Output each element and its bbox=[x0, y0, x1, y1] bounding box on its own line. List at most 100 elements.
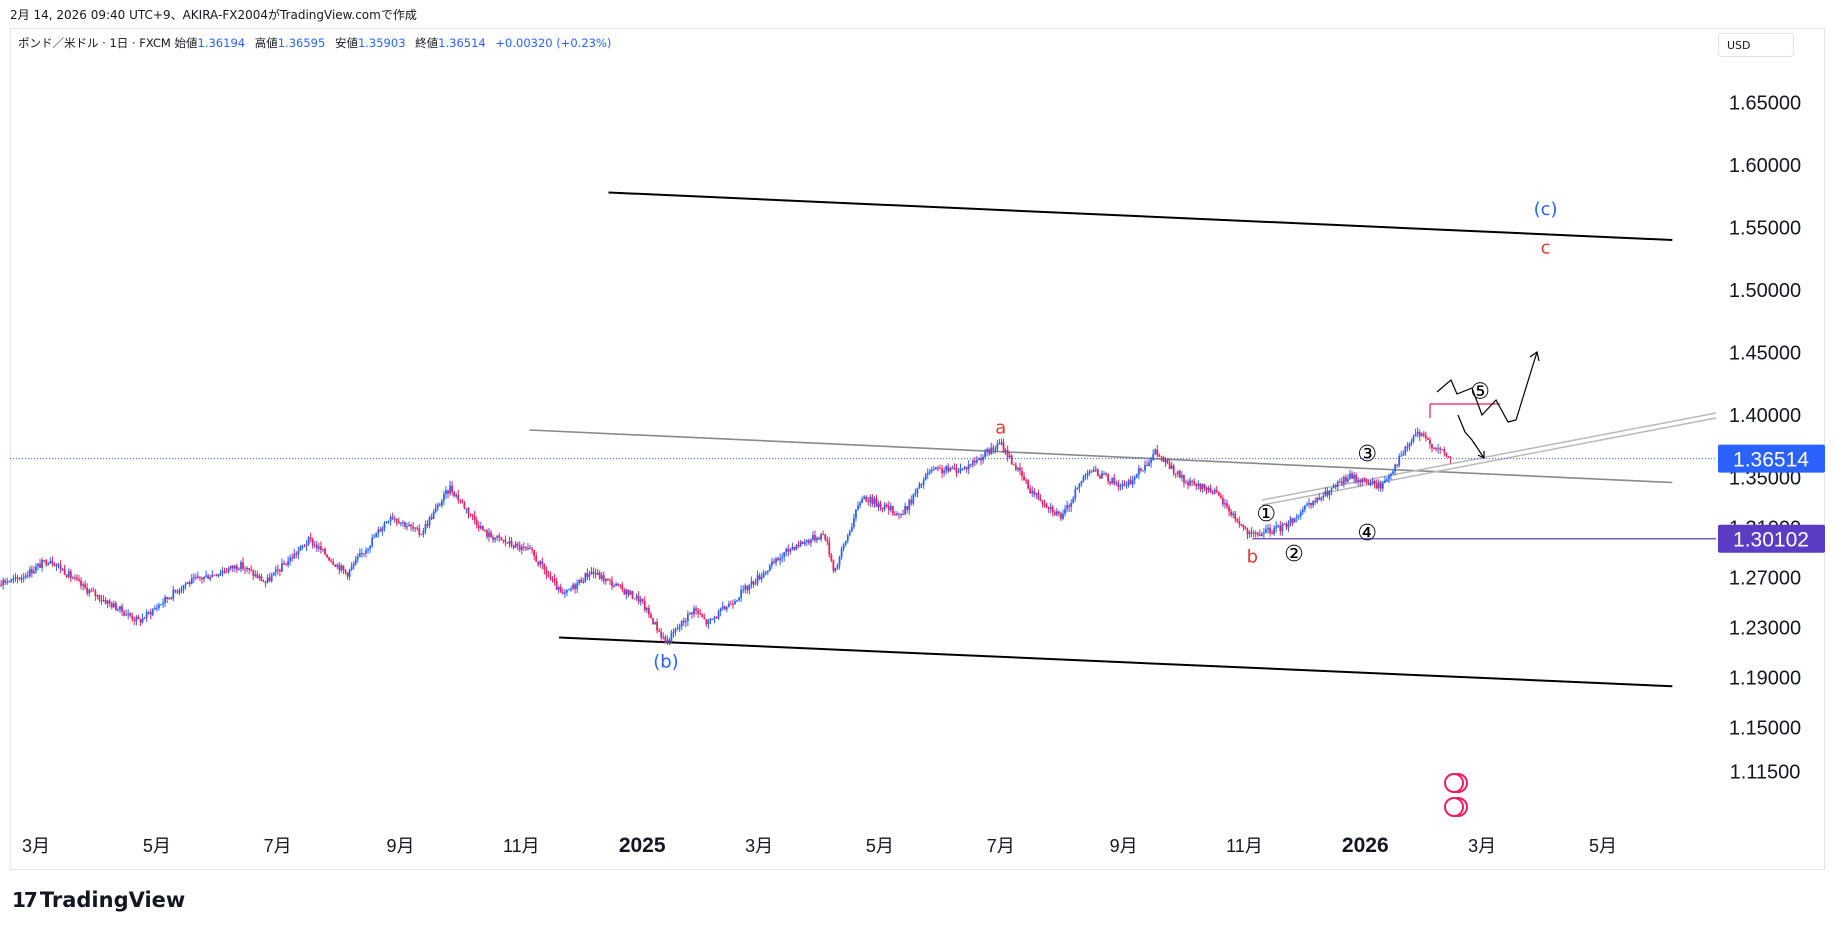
candle-body bbox=[596, 572, 599, 575]
candle-body bbox=[313, 544, 316, 546]
candle-body bbox=[174, 589, 177, 592]
candle-body bbox=[613, 585, 615, 587]
candle-body bbox=[1174, 473, 1177, 475]
candle-body bbox=[303, 545, 306, 547]
candle-body bbox=[139, 619, 142, 623]
y-tick-label: 1.45000 bbox=[1729, 343, 1801, 365]
tradingview-brand[interactable]: 17 TradingView bbox=[12, 888, 185, 912]
candle-body bbox=[770, 561, 773, 566]
horizontal-level-label: 1.30102 bbox=[1733, 529, 1809, 552]
candle-body bbox=[920, 483, 923, 485]
currency-button[interactable]: USD bbox=[1718, 33, 1794, 57]
candle-body bbox=[451, 485, 453, 493]
projected-arrowhead-up bbox=[1529, 350, 1540, 362]
candle-body bbox=[805, 540, 808, 542]
candle-body bbox=[1291, 518, 1294, 523]
candle-body bbox=[824, 534, 827, 540]
candle-body bbox=[1019, 467, 1021, 471]
candle-body bbox=[1142, 470, 1144, 472]
candle-body bbox=[1357, 479, 1360, 482]
candle-body bbox=[1400, 455, 1403, 457]
candle-body bbox=[1431, 444, 1433, 448]
candle-body bbox=[1388, 475, 1390, 480]
symbol-label[interactable]: ポンド／米ドル · 1日 · FXCM bbox=[18, 36, 171, 50]
candle-body bbox=[881, 507, 884, 510]
candle-body bbox=[486, 530, 488, 537]
candle-body bbox=[88, 590, 91, 594]
candle-body bbox=[387, 521, 390, 523]
candle-body bbox=[1422, 433, 1425, 436]
candle-body bbox=[1076, 487, 1079, 490]
candle-body bbox=[631, 591, 634, 599]
candle-body bbox=[717, 611, 720, 619]
candle-body bbox=[205, 575, 207, 577]
candle-body bbox=[643, 601, 646, 611]
candle-body bbox=[758, 575, 761, 580]
close-label: 終値 bbox=[415, 36, 439, 50]
candle-body bbox=[235, 565, 238, 570]
candle-body bbox=[844, 540, 847, 545]
candle-body bbox=[1383, 480, 1386, 484]
projected-path-up bbox=[1436, 351, 1538, 423]
candle-body bbox=[785, 548, 788, 553]
candle-body bbox=[684, 621, 687, 623]
candle-body bbox=[1096, 469, 1099, 477]
candle-body bbox=[865, 496, 868, 502]
candle-body bbox=[680, 620, 683, 627]
candle-body bbox=[467, 508, 470, 514]
candle-body bbox=[463, 502, 466, 509]
candle-body bbox=[1318, 497, 1321, 500]
candle-body bbox=[762, 573, 765, 578]
candle-body bbox=[135, 616, 138, 621]
candle-body bbox=[777, 558, 779, 561]
candle-body bbox=[1244, 527, 1247, 530]
candle-body bbox=[742, 589, 745, 591]
candle-body bbox=[311, 539, 314, 546]
candle-body bbox=[141, 618, 144, 623]
candle-body bbox=[51, 561, 54, 564]
candle-body bbox=[1094, 469, 1097, 471]
candle-body bbox=[943, 470, 945, 474]
candle-body bbox=[266, 577, 269, 583]
candle-body bbox=[1115, 482, 1118, 484]
candle-body bbox=[147, 612, 150, 614]
candle-body bbox=[1363, 478, 1366, 480]
candle-body bbox=[707, 620, 710, 625]
candle-body bbox=[678, 626, 681, 629]
candle-body bbox=[61, 568, 64, 570]
candle-body bbox=[1392, 471, 1394, 475]
wave-label: a bbox=[995, 418, 1006, 439]
candle-body bbox=[432, 511, 435, 519]
candle-body bbox=[80, 580, 82, 586]
candle-body bbox=[1209, 487, 1212, 493]
candle-body bbox=[180, 588, 183, 591]
candle-body bbox=[283, 563, 285, 565]
candle-body bbox=[1342, 477, 1345, 484]
candle-body bbox=[912, 494, 915, 504]
candle-body bbox=[1055, 511, 1058, 515]
candle-body bbox=[401, 522, 404, 524]
candle-body bbox=[47, 563, 50, 565]
candle-body bbox=[1256, 532, 1259, 535]
candle-body bbox=[537, 561, 540, 565]
candle-body bbox=[1326, 491, 1329, 496]
candle-body bbox=[348, 569, 351, 577]
candle-body bbox=[682, 620, 685, 623]
candle-body bbox=[24, 575, 27, 578]
candle-body bbox=[1406, 446, 1409, 448]
y-tick-label: 1.55000 bbox=[1729, 218, 1801, 240]
candle-body bbox=[1119, 486, 1122, 488]
candle-body bbox=[1338, 481, 1341, 483]
candle-body bbox=[527, 547, 529, 549]
candle-body bbox=[1230, 511, 1232, 515]
candle-body bbox=[16, 577, 19, 579]
candle-body bbox=[1449, 456, 1452, 459]
candle-body bbox=[438, 504, 441, 506]
candle-body bbox=[22, 577, 25, 579]
candle-body bbox=[471, 514, 474, 516]
candle-body bbox=[1312, 501, 1314, 506]
candle-body bbox=[6, 581, 9, 583]
candle-body bbox=[498, 535, 501, 538]
candle-body bbox=[676, 628, 679, 630]
